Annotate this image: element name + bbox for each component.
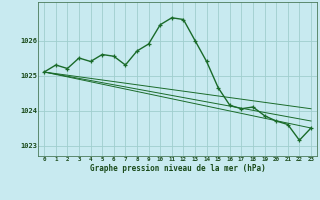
X-axis label: Graphe pression niveau de la mer (hPa): Graphe pression niveau de la mer (hPa): [90, 164, 266, 173]
